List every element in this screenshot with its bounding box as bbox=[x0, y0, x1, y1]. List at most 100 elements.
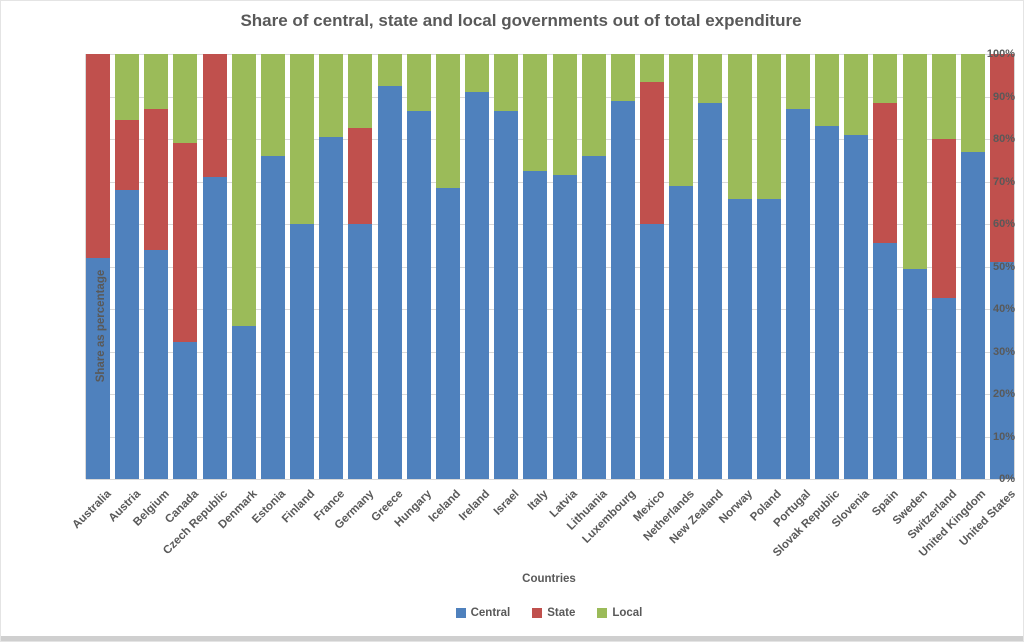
bar-spain bbox=[873, 54, 898, 479]
bar-segment-central bbox=[640, 224, 665, 479]
bar-segment-local bbox=[581, 54, 606, 156]
y-tick-label: 60% bbox=[992, 218, 1015, 230]
bar-germany bbox=[348, 54, 373, 479]
bar-segment-local bbox=[377, 54, 402, 86]
bar-austria bbox=[115, 54, 140, 479]
gridline-50 bbox=[86, 266, 1014, 268]
bar-segment-central bbox=[756, 198, 781, 479]
x-label-slovenia: Slovenia bbox=[829, 488, 872, 530]
x-label-greece: Greece bbox=[369, 488, 406, 525]
bar-lithuania bbox=[581, 54, 606, 479]
bar-segment-central bbox=[990, 262, 1014, 479]
bar-segment-state bbox=[115, 119, 140, 190]
bar-segment-central bbox=[552, 175, 577, 479]
bar-segment-local bbox=[406, 54, 431, 112]
bar-segment-state bbox=[990, 54, 1014, 263]
x-axis-title: Countries bbox=[522, 573, 576, 585]
gridline-100 bbox=[86, 54, 1014, 55]
x-label-netherlands: Netherlands bbox=[641, 488, 697, 544]
x-label-switzerland: Switzerland bbox=[905, 488, 960, 542]
y-tick-label: 100% bbox=[986, 48, 1015, 60]
bar-segment-central bbox=[931, 298, 956, 479]
bar-netherlands bbox=[669, 54, 694, 479]
bar-sweden bbox=[902, 54, 927, 479]
legend: Central State Local bbox=[85, 607, 1013, 619]
bar-segment-local bbox=[144, 54, 169, 110]
bar-segment-central bbox=[873, 243, 898, 479]
bar-belgium bbox=[144, 54, 169, 479]
y-tick-label: 30% bbox=[992, 345, 1015, 358]
bar-segment-state bbox=[86, 54, 110, 258]
gridline-70 bbox=[86, 181, 1014, 183]
bar-slovenia bbox=[844, 54, 869, 479]
bar-norway bbox=[727, 54, 752, 479]
legend-item-state: State bbox=[532, 607, 575, 619]
y-tick-label: 80% bbox=[992, 133, 1015, 145]
bar-segment-local bbox=[465, 54, 490, 93]
bar-segment-state bbox=[348, 128, 373, 224]
bar-segment-state bbox=[931, 139, 956, 299]
bar-segment-central bbox=[844, 134, 869, 479]
bar-segment-central bbox=[231, 326, 256, 479]
legend-swatch-state-icon bbox=[532, 608, 543, 618]
gridline-90 bbox=[86, 96, 1014, 98]
bar-segment-central bbox=[290, 224, 315, 479]
x-label-lithuania: Lithuania bbox=[564, 488, 610, 533]
bar-portugal bbox=[785, 54, 810, 479]
gridline-0 bbox=[86, 479, 1014, 480]
plot-area: Share as percentage bbox=[85, 54, 1015, 480]
bar-hungary bbox=[406, 54, 431, 479]
bar-segment-central bbox=[815, 126, 840, 479]
bar-segment-local bbox=[960, 54, 985, 152]
bar-segment-central bbox=[698, 102, 723, 479]
legend-item-local: Local bbox=[597, 607, 642, 619]
bar-segment-local bbox=[319, 54, 344, 137]
x-label-italy: Italy bbox=[526, 488, 551, 513]
bar-latvia bbox=[552, 54, 577, 479]
bar-segment-central bbox=[260, 156, 285, 479]
x-label-czech-republic: Czech Republic bbox=[161, 488, 231, 558]
x-label-belgium: Belgium bbox=[131, 488, 172, 529]
gridline-60 bbox=[86, 224, 1014, 225]
bar-segment-central bbox=[144, 249, 169, 479]
bar-segment-local bbox=[727, 54, 752, 199]
y-tick-label: 90% bbox=[992, 90, 1015, 103]
gridline-80 bbox=[86, 139, 1014, 140]
bar-segment-central bbox=[610, 100, 635, 479]
x-label-estonia: Estonia bbox=[250, 488, 289, 526]
bar-segment-local bbox=[931, 54, 956, 139]
bar-segment-state bbox=[202, 54, 227, 178]
bar-segment-local bbox=[435, 54, 460, 188]
bar-segment-central bbox=[348, 224, 373, 479]
x-label-new-zealand: New Zealand bbox=[667, 488, 726, 547]
bar-segment-central bbox=[581, 156, 606, 479]
bar-italy bbox=[523, 54, 548, 479]
bar-france bbox=[319, 54, 344, 479]
bar-finland bbox=[290, 54, 315, 479]
legend-item-central: Central bbox=[455, 607, 510, 619]
x-label-poland: Poland bbox=[748, 488, 785, 524]
bar-segment-local bbox=[494, 54, 519, 112]
bar-switzerland bbox=[931, 54, 956, 479]
bars-container bbox=[86, 54, 1014, 479]
chart-title: Share of central, state and local govern… bbox=[240, 11, 802, 30]
y-tick-label: 0% bbox=[999, 473, 1015, 485]
bar-segment-local bbox=[815, 54, 840, 127]
bar-slovak-republic bbox=[815, 54, 840, 479]
legend-label-local: Local bbox=[612, 607, 643, 619]
x-label-germany: Germany bbox=[332, 488, 376, 532]
gridline-10 bbox=[86, 436, 1014, 438]
bar-segment-central bbox=[173, 341, 198, 479]
bar-segment-local bbox=[756, 54, 781, 199]
legend-label-state: State bbox=[547, 607, 576, 619]
bar-greece bbox=[377, 54, 402, 479]
x-label-sweden: Sweden bbox=[890, 488, 931, 528]
x-label-slovak-republic: Slovak Republic bbox=[771, 488, 843, 560]
bar-segment-local bbox=[785, 54, 810, 110]
bar-segment-local bbox=[669, 54, 694, 186]
bar-czech-republic bbox=[202, 54, 227, 479]
legend-swatch-local-icon bbox=[597, 608, 608, 618]
x-label-australia: Australia bbox=[70, 488, 114, 532]
bar-segment-central bbox=[319, 136, 344, 479]
